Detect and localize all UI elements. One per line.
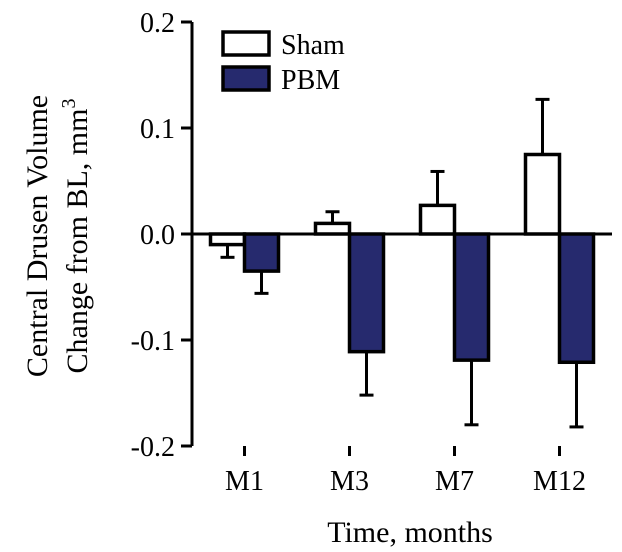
y-axis-title-line2-text: Change from BL, mm	[61, 109, 94, 374]
legend-swatch-sham	[221, 30, 271, 57]
x-tick-label: M12	[533, 466, 586, 497]
y-tick-label: 0.0	[140, 220, 175, 251]
x-tick-label: M1	[225, 466, 264, 497]
y-tick-label: 0.1	[140, 114, 175, 145]
y-axis-title-superscript: 3	[58, 99, 80, 109]
y-tick-label: 0.2	[140, 8, 175, 39]
bar-sham-m7	[418, 203, 457, 236]
bars	[208, 97, 596, 429]
y-tick-label: -0.1	[131, 326, 175, 357]
x-tick-label: M3	[330, 466, 369, 497]
x-tick-label: M7	[435, 466, 474, 497]
y-axis-title-line2: Change from BL, mm3	[58, 99, 94, 374]
bar-pbm-m7	[452, 232, 491, 362]
bar-pbm-m12	[557, 232, 596, 365]
legend-label-sham: Sham	[281, 30, 345, 61]
legend-swatch-pbm	[221, 65, 271, 92]
bar-sham-m12	[523, 152, 562, 236]
bar-pbm-m3	[347, 232, 386, 354]
y-axis-title-line1: Central Drusen Volume	[21, 95, 54, 377]
bar-sham-m1	[208, 232, 247, 247]
legend-label-pbm: PBM	[281, 65, 340, 96]
x-axis-title: Time, months	[327, 516, 493, 549]
bar-sham-m3	[313, 221, 352, 236]
legend: Sham PBM	[221, 30, 345, 96]
bar-pbm-m1	[242, 232, 281, 273]
y-tick-label: -0.2	[131, 432, 175, 463]
